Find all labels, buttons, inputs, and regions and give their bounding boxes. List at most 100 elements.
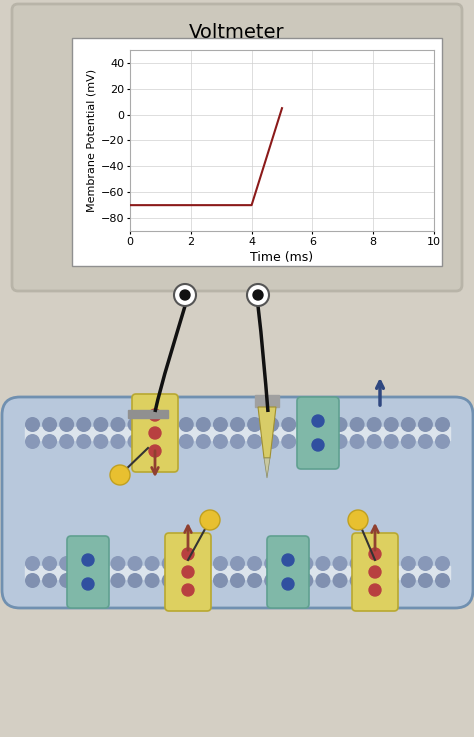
Circle shape xyxy=(435,573,450,588)
Circle shape xyxy=(179,434,194,449)
Text: Voltmeter: Voltmeter xyxy=(189,23,285,41)
Circle shape xyxy=(435,434,450,449)
Circle shape xyxy=(149,427,161,439)
Circle shape xyxy=(350,434,365,449)
Circle shape xyxy=(281,417,296,432)
Circle shape xyxy=(110,465,130,485)
Circle shape xyxy=(213,417,228,432)
Circle shape xyxy=(418,434,433,449)
Circle shape xyxy=(253,290,263,300)
Circle shape xyxy=(264,573,279,588)
Circle shape xyxy=(179,556,194,571)
Circle shape xyxy=(230,417,245,432)
Circle shape xyxy=(93,573,109,588)
Circle shape xyxy=(315,417,330,432)
Circle shape xyxy=(298,417,313,432)
Circle shape xyxy=(367,417,382,432)
Bar xyxy=(25,565,450,579)
Circle shape xyxy=(247,284,269,306)
Circle shape xyxy=(182,584,194,596)
Circle shape xyxy=(332,556,347,571)
Circle shape xyxy=(332,434,347,449)
Circle shape xyxy=(42,417,57,432)
Circle shape xyxy=(230,556,245,571)
Circle shape xyxy=(25,573,40,588)
Circle shape xyxy=(145,556,160,571)
Circle shape xyxy=(128,573,143,588)
Circle shape xyxy=(264,417,279,432)
Circle shape xyxy=(418,573,433,588)
FancyBboxPatch shape xyxy=(67,536,109,608)
Circle shape xyxy=(196,556,211,571)
Circle shape xyxy=(401,417,416,432)
Circle shape xyxy=(213,556,228,571)
Circle shape xyxy=(401,556,416,571)
Circle shape xyxy=(281,573,296,588)
Circle shape xyxy=(59,417,74,432)
Circle shape xyxy=(401,573,416,588)
Circle shape xyxy=(435,556,450,571)
Circle shape xyxy=(332,573,347,588)
Circle shape xyxy=(25,417,40,432)
Circle shape xyxy=(282,554,294,566)
Circle shape xyxy=(42,573,57,588)
Circle shape xyxy=(213,573,228,588)
Circle shape xyxy=(196,417,211,432)
Circle shape xyxy=(82,578,94,590)
Circle shape xyxy=(315,573,330,588)
Circle shape xyxy=(59,434,74,449)
Circle shape xyxy=(76,556,91,571)
Circle shape xyxy=(25,434,40,449)
Polygon shape xyxy=(264,458,270,478)
Circle shape xyxy=(315,434,330,449)
Circle shape xyxy=(401,434,416,449)
Circle shape xyxy=(179,573,194,588)
Circle shape xyxy=(418,556,433,571)
Circle shape xyxy=(332,417,347,432)
Circle shape xyxy=(42,434,57,449)
Circle shape xyxy=(25,556,40,571)
Circle shape xyxy=(281,556,296,571)
Circle shape xyxy=(59,573,74,588)
Circle shape xyxy=(145,573,160,588)
Bar xyxy=(255,395,279,407)
Circle shape xyxy=(128,434,143,449)
Circle shape xyxy=(369,584,381,596)
Circle shape xyxy=(298,556,313,571)
Bar xyxy=(128,410,168,418)
Circle shape xyxy=(162,417,177,432)
Circle shape xyxy=(162,573,177,588)
Circle shape xyxy=(348,510,368,530)
X-axis label: Time (ms): Time (ms) xyxy=(250,251,314,264)
Circle shape xyxy=(367,434,382,449)
Circle shape xyxy=(369,548,381,560)
Circle shape xyxy=(93,434,109,449)
Circle shape xyxy=(384,417,399,432)
Circle shape xyxy=(182,566,194,578)
Circle shape xyxy=(384,556,399,571)
Circle shape xyxy=(298,573,313,588)
Circle shape xyxy=(128,556,143,571)
Circle shape xyxy=(312,439,324,451)
Circle shape xyxy=(179,417,194,432)
Circle shape xyxy=(369,566,381,578)
FancyBboxPatch shape xyxy=(12,4,462,291)
Circle shape xyxy=(367,556,382,571)
Circle shape xyxy=(196,434,211,449)
Circle shape xyxy=(213,434,228,449)
Circle shape xyxy=(298,434,313,449)
Circle shape xyxy=(247,556,262,571)
Circle shape xyxy=(110,573,126,588)
Circle shape xyxy=(350,417,365,432)
FancyBboxPatch shape xyxy=(132,394,178,472)
Circle shape xyxy=(264,434,279,449)
Circle shape xyxy=(418,417,433,432)
Circle shape xyxy=(350,573,365,588)
Circle shape xyxy=(93,417,109,432)
Circle shape xyxy=(110,417,126,432)
Circle shape xyxy=(82,554,94,566)
FancyBboxPatch shape xyxy=(352,533,398,611)
Circle shape xyxy=(42,556,57,571)
Circle shape xyxy=(149,409,161,421)
Circle shape xyxy=(264,556,279,571)
